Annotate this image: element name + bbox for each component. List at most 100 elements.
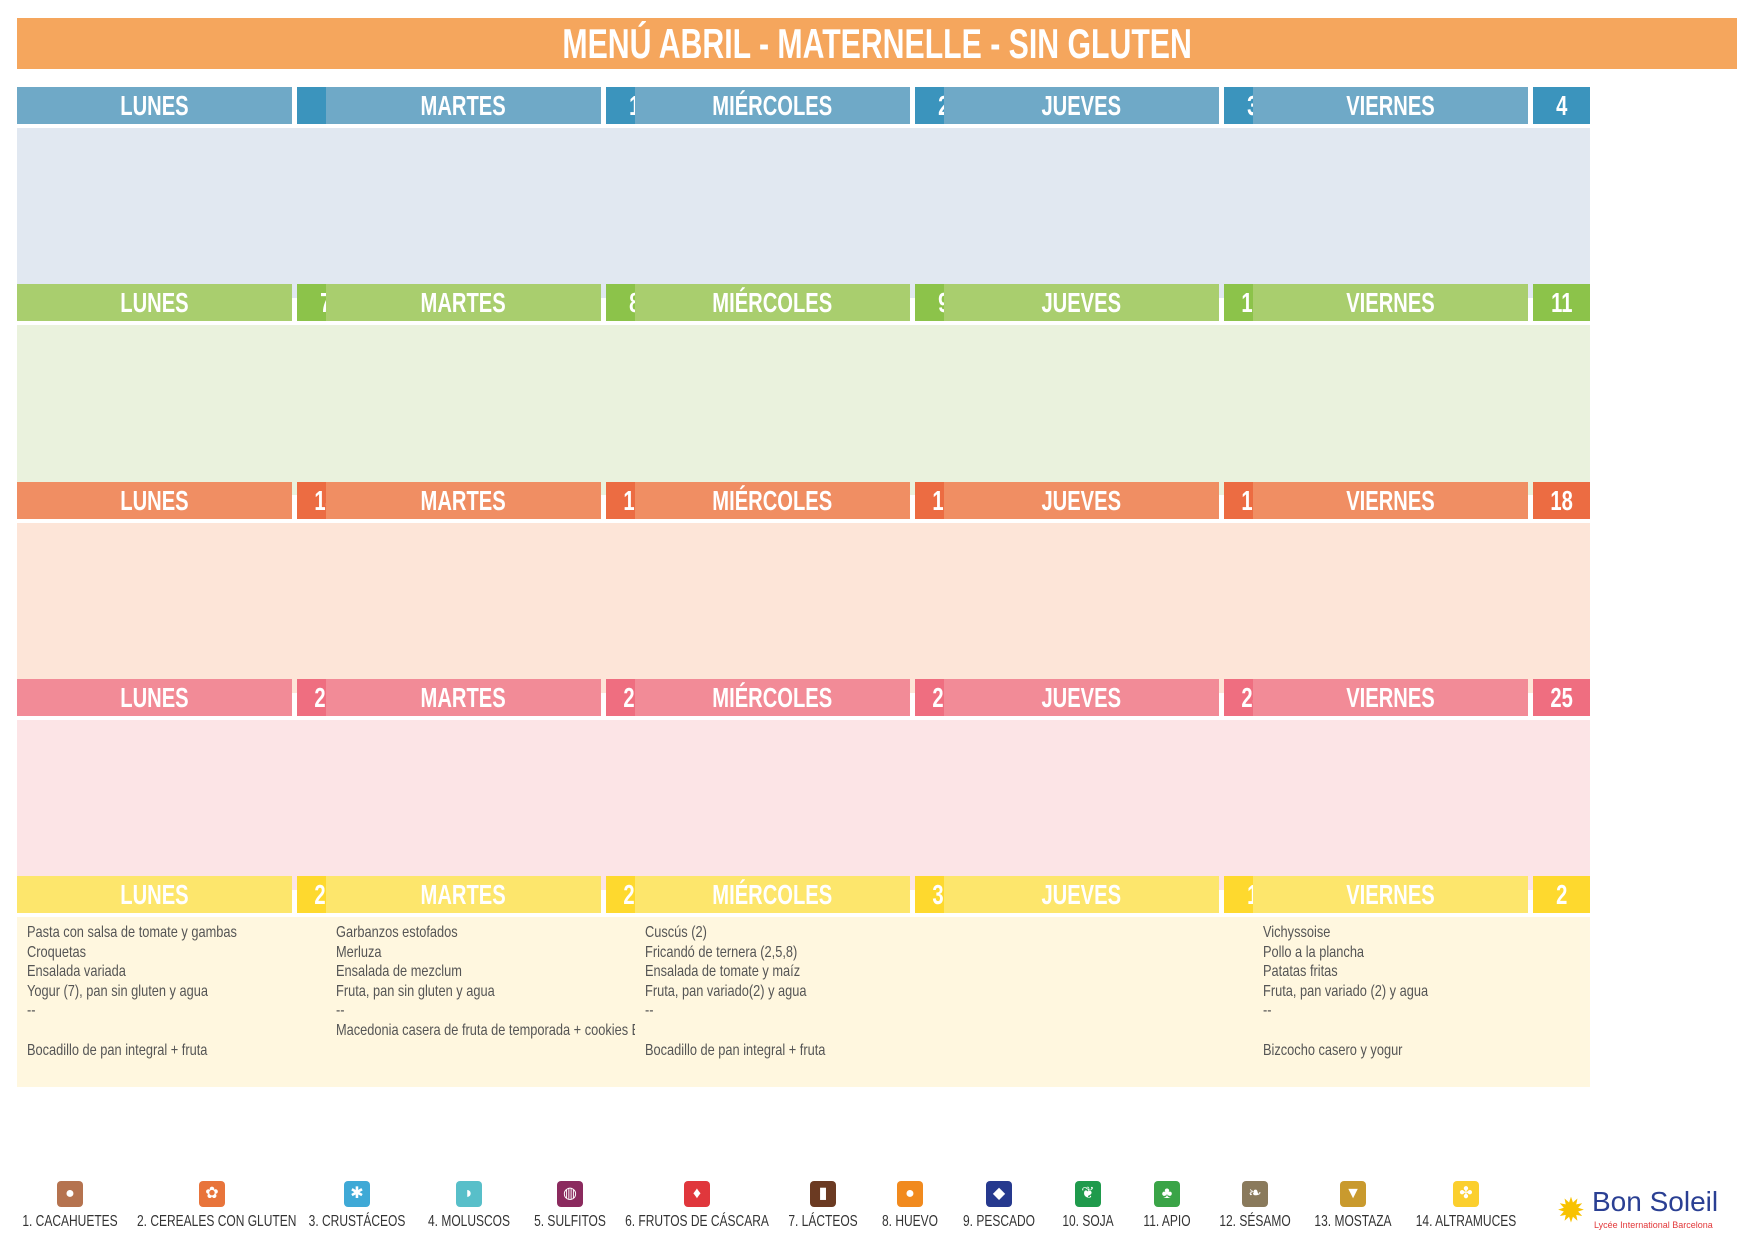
fish-icon: ◆ [986, 1181, 1012, 1207]
day-name: MIÉRCOLES [635, 679, 910, 716]
sesame-icon: ❧ [1242, 1181, 1268, 1207]
day-header: LUNES21 [17, 679, 354, 716]
day-header: MARTES 8 [326, 284, 663, 321]
day-cell: MARTES 8 [326, 284, 663, 495]
day-header: LUNES14 [17, 482, 354, 519]
menu-item: Vichyssoise [1263, 924, 1331, 941]
day-cell: MARTES 1 [326, 87, 663, 298]
day-name: JUEVES [944, 679, 1219, 716]
day-name: LUNES [17, 87, 292, 124]
day-menu [326, 720, 663, 890]
day-header: JUEVES10 [944, 284, 1281, 321]
day-name: MARTES [326, 482, 601, 519]
day-menu [635, 325, 972, 495]
day-menu [944, 720, 1281, 890]
day-number-text: 25 [1550, 682, 1573, 713]
day-menu [944, 917, 1281, 1087]
day-menu [17, 720, 354, 890]
menu-item: -- [1263, 1002, 1272, 1020]
day-name: MARTES [326, 876, 601, 913]
day-name-text: MARTES [420, 682, 507, 713]
day-menu [17, 523, 354, 693]
menu-item: Macedonia casera de fruta de temporada +… [336, 1021, 660, 1039]
day-name-text: MIÉRCOLES [712, 485, 833, 516]
day-name: VIERNES [1253, 876, 1528, 913]
menu-item: Bocadillo de pan integral + fruta [27, 1041, 208, 1059]
day-cell: VIERNES 25 [1253, 679, 1590, 890]
day-header: MIÉRCOLES 9 [635, 284, 972, 321]
week-row: LUNES MARTES 1 MIÉRCOLES 2 JUEVES 3 VIERNES 4 [17, 87, 1737, 298]
day-header: MIÉRCOLES 2 [635, 87, 972, 124]
day-menu [635, 720, 972, 890]
menu-item: Bizcocho casero y yogur [1263, 1041, 1403, 1059]
menu-item: Cuscús (2) [645, 924, 707, 941]
day-number: 2 [1533, 876, 1590, 913]
allergen-label: 1. CACAHUETES [22, 1213, 118, 1230]
menu-item: Ensalada variada [27, 963, 126, 981]
day-number-text: 9 [938, 284, 949, 321]
day-cell: MIÉRCOLES 2 [635, 87, 972, 298]
day-cell: VIERNES 11 [1253, 284, 1590, 495]
day-menu [17, 128, 354, 298]
day-header: VIERNES 18 [1253, 482, 1590, 519]
day-name-text: VIERNES [1346, 287, 1435, 318]
allergen-label: 14. ALTRAMUCES [1415, 1213, 1517, 1230]
day-name: MARTES [326, 679, 601, 716]
week-row: LUNES 7 MARTES 8 MIÉRCOLES 9JUEVES10 VIERNES 11 [17, 284, 1737, 495]
day-number-text: 11 [1550, 287, 1573, 318]
day-menu [635, 128, 972, 298]
menu-item: Merluza [336, 943, 382, 961]
day-name: MARTES [326, 284, 601, 321]
day-number-text: 2 [1555, 879, 1568, 910]
day-cell: JUEVES24 [944, 679, 1281, 890]
day-name: JUEVES [944, 876, 1219, 913]
menu-item: Pasta con salsa de tomate y gambas [27, 924, 237, 941]
day-cell: MARTES15 [326, 482, 663, 693]
menu-item: Bocadillo de pan integral + fruta [645, 1041, 826, 1059]
day-cell: JUEVES10 [944, 284, 1281, 495]
day-menu [17, 325, 354, 495]
soy-icon: ❦ [1075, 1181, 1101, 1207]
day-name: MIÉRCOLES [635, 284, 910, 321]
day-name-text: JUEVES [1041, 485, 1122, 516]
week-row: LUNES14MARTES15MIÉRCOLES16JUEVES17VIERNE… [17, 482, 1737, 693]
day-number: 25 [1533, 679, 1590, 716]
day-header: MIÉRCOLES23 [635, 679, 972, 716]
day-name: MIÉRCOLES [635, 482, 910, 519]
day-number-text: 8 [629, 284, 640, 321]
day-cell: LUNES 7 [17, 284, 354, 495]
day-name: MIÉRCOLES [635, 87, 910, 124]
day-name: JUEVES [944, 284, 1219, 321]
day-name-text: MARTES [420, 485, 507, 516]
allergen-label: 3. CRUSTÁCEOS [308, 1213, 406, 1230]
day-menu [326, 523, 663, 693]
day-number-text: 7 [320, 284, 331, 321]
menu-item: -- [336, 1002, 345, 1020]
day-name-text: LUNES [120, 90, 189, 121]
allergen-legend: ● 1. CACAHUETES ✿ 2. CEREALES CON GLUTEN ✱ 3.… [0, 1180, 1754, 1240]
celery-icon: ♣ [1154, 1181, 1180, 1207]
day-name-text: LUNES [120, 879, 189, 910]
menu-item: Yogur (7), pan sin gluten y agua [27, 982, 208, 1000]
day-name: VIERNES [1253, 284, 1528, 321]
allergen-label: 2. CEREALES CON GLUTEN [137, 1213, 297, 1230]
day-name: MIÉRCOLES [635, 876, 910, 913]
allergen-label: 12. SÉSAMO [1219, 1213, 1291, 1230]
day-header: MARTES22 [326, 679, 663, 716]
allergen-label: 7. LÁCTEOS [788, 1213, 858, 1230]
day-name: LUNES [17, 876, 292, 913]
peanut-icon: ● [57, 1181, 83, 1207]
day-menu [1253, 720, 1590, 890]
egg-icon: ● [897, 1181, 923, 1207]
menu-item [1263, 1021, 1517, 1041]
day-name-text: MIÉRCOLES [712, 682, 833, 713]
day-menu [326, 325, 663, 495]
allergen-label: 10. SOJA [1062, 1213, 1114, 1230]
day-cell: MARTES22 [326, 679, 663, 890]
day-menu: Garbanzos estofados Merluza Ensalada de me… [326, 917, 663, 1087]
day-number-text: 3 [1247, 87, 1258, 124]
day-name-text: JUEVES [1041, 879, 1122, 910]
day-cell: MIÉRCOLES16 [635, 482, 972, 693]
day-name-text: VIERNES [1346, 90, 1435, 121]
day-header: JUEVES 1 [944, 876, 1281, 913]
